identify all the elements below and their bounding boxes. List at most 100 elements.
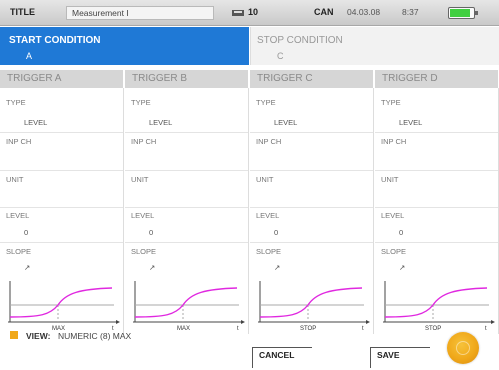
type-label: TYPE <box>381 98 401 107</box>
divider <box>125 207 248 208</box>
trigger-graph: MAX t <box>8 281 120 332</box>
device-count: 10 <box>248 7 259 17</box>
cancel-button[interactable]: CANCEL <box>252 347 312 368</box>
signal-curve <box>384 287 488 318</box>
unit-label: UNIT <box>256 175 274 184</box>
divider <box>250 170 373 171</box>
signal-curve <box>259 287 363 318</box>
trigger-b-header[interactable]: TRIGGER B <box>125 70 249 88</box>
graph-end-label: t <box>485 326 487 332</box>
divider <box>375 132 498 133</box>
unit-label: UNIT <box>6 175 24 184</box>
slope-icon[interactable]: ↗ <box>149 263 156 272</box>
level-label: LEVEL <box>256 211 280 220</box>
slope-label: SLOPE <box>381 247 407 256</box>
divider <box>125 242 248 243</box>
divider <box>0 242 123 243</box>
trigger-a-header[interactable]: TRIGGER A <box>0 70 124 88</box>
type-value[interactable]: LEVEL <box>274 118 298 127</box>
level-value[interactable]: 0 <box>399 228 404 237</box>
slope-icon[interactable]: ↗ <box>24 263 31 272</box>
battery-icon <box>448 7 478 19</box>
type-value[interactable]: LEVEL <box>149 118 173 127</box>
trigger-column-b: TRIGGER B TYPE LEVEL INP CH UNIT LEVEL 0… <box>125 70 249 334</box>
divider <box>250 132 373 133</box>
level-value[interactable]: 0 <box>274 228 279 237</box>
divider <box>125 170 248 171</box>
divider <box>0 207 123 208</box>
start-condition-tab[interactable]: START CONDITION A <box>0 27 249 65</box>
x-axis-arrow <box>241 320 245 324</box>
battery-level <box>450 9 470 17</box>
inp-ch-label: INP CH <box>256 137 282 146</box>
status-bar: TITLE Measurement I 10 CAN 04.03.08 8:37 <box>0 0 499 26</box>
signal-curve <box>9 287 113 318</box>
x-axis-arrow <box>116 320 120 324</box>
trigger-graph: STOP t <box>258 281 370 332</box>
divider <box>0 170 123 171</box>
rotary-knob[interactable] <box>447 332 479 364</box>
slope-icon[interactable]: ↗ <box>274 263 281 272</box>
view-value[interactable]: NUMERIC (8) MAX <box>58 331 132 341</box>
level-value[interactable]: 0 <box>24 228 29 237</box>
trigger-d-graph: STOP t <box>375 277 499 332</box>
inp-ch-label: INP CH <box>131 137 157 146</box>
type-label: TYPE <box>131 98 151 107</box>
unit-label: UNIT <box>131 175 149 184</box>
signal-curve <box>134 287 238 318</box>
start-condition-label: START CONDITION <box>9 35 101 46</box>
stop-condition-value: C <box>277 51 284 61</box>
device-icon <box>232 10 244 16</box>
trigger-c-graph: STOP t <box>250 277 374 332</box>
view-indicator-icon <box>10 331 18 339</box>
slope-icon[interactable]: ↗ <box>399 263 406 272</box>
slope-label: SLOPE <box>256 247 282 256</box>
start-condition-value: A <box>26 51 33 61</box>
graph-end-label: t <box>112 326 114 332</box>
date-display: 04.03.08 <box>347 7 381 17</box>
trigger-a-graph: MAX t <box>0 277 124 332</box>
slope-label: SLOPE <box>6 247 32 256</box>
divider <box>250 207 373 208</box>
trigger-b-graph: MAX t <box>125 277 249 332</box>
inp-ch-label: INP CH <box>6 137 32 146</box>
level-label: LEVEL <box>381 211 405 220</box>
title-input[interactable]: Measurement I <box>66 6 214 20</box>
type-label: TYPE <box>256 98 276 107</box>
level-value[interactable]: 0 <box>149 228 154 237</box>
knob-center <box>456 341 470 355</box>
time-display: 8:37 <box>402 7 419 17</box>
view-label: VIEW: <box>26 331 51 341</box>
trigger-graph: MAX t <box>133 281 245 332</box>
graph-label: MAX <box>177 326 190 332</box>
divider <box>375 242 498 243</box>
divider <box>125 132 248 133</box>
unit-label: UNIT <box>381 175 399 184</box>
graph-end-label: t <box>237 326 239 332</box>
divider <box>250 242 373 243</box>
graph-label: STOP <box>425 326 441 332</box>
can-label: CAN <box>314 7 334 17</box>
type-label: TYPE <box>6 98 26 107</box>
trigger-d-header[interactable]: TRIGGER D <box>375 70 499 88</box>
trigger-graph: STOP t <box>383 281 495 332</box>
trigger-c-header[interactable]: TRIGGER C <box>250 70 374 88</box>
cancel-button-label: CANCEL <box>259 350 295 360</box>
trigger-column-d: TRIGGER D TYPE LEVEL INP CH UNIT LEVEL 0… <box>375 70 499 334</box>
divider <box>375 207 498 208</box>
divider <box>375 170 498 171</box>
trigger-column-c: TRIGGER C TYPE LEVEL INP CH UNIT LEVEL 0… <box>250 70 374 334</box>
graph-end-label: t <box>362 326 364 332</box>
stop-condition-label: STOP CONDITION <box>257 35 343 46</box>
level-label: LEVEL <box>131 211 155 220</box>
inp-ch-label: INP CH <box>381 137 407 146</box>
slope-label: SLOPE <box>131 247 157 256</box>
trigger-column-a: TRIGGER A TYPE LEVEL INP CH UNIT LEVEL 0… <box>0 70 124 334</box>
type-value[interactable]: LEVEL <box>399 118 423 127</box>
divider <box>0 132 123 133</box>
title-label: TITLE <box>10 7 35 17</box>
stop-condition-tab[interactable]: STOP CONDITION C <box>250 27 499 65</box>
type-value[interactable]: LEVEL <box>24 118 48 127</box>
save-button[interactable]: SAVE <box>370 347 430 368</box>
level-label: LEVEL <box>6 211 30 220</box>
